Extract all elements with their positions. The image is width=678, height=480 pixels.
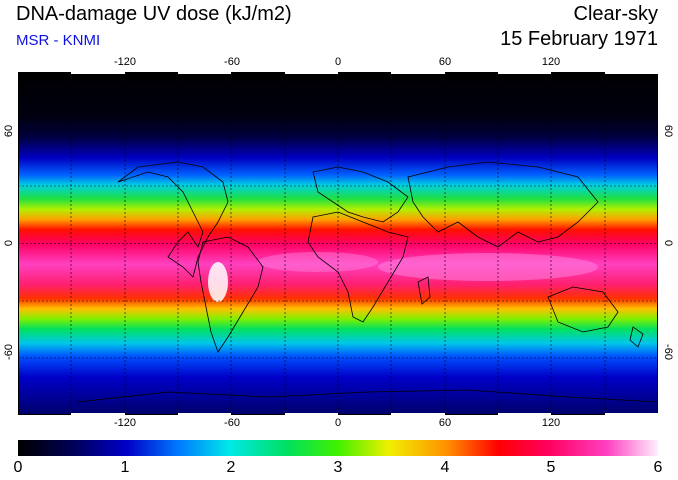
lon-tick-bottom: -60: [224, 417, 240, 429]
lat-tick-right: -60: [661, 344, 674, 360]
lat-tick-left: 0: [3, 239, 16, 247]
source-label: MSR - KNMI: [16, 32, 101, 49]
lon-tick-bottom: 120: [541, 417, 561, 429]
colorbar-label: 3: [333, 459, 343, 476]
colorbar-label: 6: [653, 459, 663, 476]
lon-tick-top: -60: [224, 56, 240, 68]
lon-tick-bottom: 0: [334, 417, 342, 429]
lon-tick-bottom: -120: [113, 417, 137, 429]
uv-dose-map: [18, 72, 658, 415]
andes-max-patch: [208, 262, 228, 302]
coastlines: [77, 161, 658, 403]
colorbar-label: 0: [13, 459, 23, 476]
lat-tick-right: 0: [662, 239, 675, 247]
colorbar-label: 2: [226, 459, 236, 476]
lon-tick-top: -120: [113, 56, 137, 68]
sky-condition-label: Clear-sky: [573, 3, 658, 25]
graticule: [18, 72, 658, 415]
colorbar-label: 5: [546, 459, 556, 476]
map-title: DNA-damage UV dose (kJ/m2): [16, 3, 292, 25]
lon-tick-top: 0: [334, 56, 342, 68]
lon-tick-top: 120: [541, 56, 561, 68]
lat-tick-left: -60: [2, 344, 15, 360]
lat-tick-left: 60: [3, 124, 16, 138]
lon-tick-bottom: 60: [438, 417, 452, 429]
date-label: 15 February 1971: [500, 28, 658, 50]
lat-tick-right: 60: [662, 124, 675, 138]
high-dose-patch: [378, 253, 598, 281]
lon-tick-top: 60: [438, 56, 452, 68]
colorbar-label: 4: [440, 459, 450, 476]
colorbar: [18, 440, 658, 456]
colorbar-label: 1: [120, 459, 130, 476]
frame-ticks: [71, 72, 658, 415]
high-dose-patch: [258, 252, 378, 272]
